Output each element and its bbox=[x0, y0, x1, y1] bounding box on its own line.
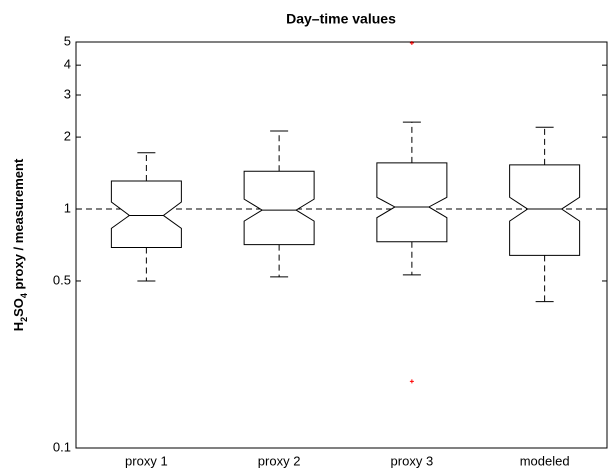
y-label-part: 2 bbox=[19, 317, 29, 322]
notched-box bbox=[376, 162, 448, 243]
y-tick-label: 0.1 bbox=[53, 439, 71, 454]
notched-box bbox=[110, 180, 182, 249]
y-tick-label: 4 bbox=[64, 57, 71, 72]
y-label-part: 4 bbox=[19, 293, 29, 298]
x-tick-label: proxy 3 bbox=[391, 453, 434, 468]
x-tick-label: proxy 1 bbox=[125, 453, 168, 468]
chart-title: Day–time values bbox=[286, 11, 396, 27]
y-tick-label: 3 bbox=[64, 86, 71, 101]
y-tick-label: 0.5 bbox=[53, 272, 71, 287]
x-tick-label: proxy 2 bbox=[258, 453, 301, 468]
x-tick-label: modeled bbox=[520, 453, 570, 468]
y-label-part: proxy / measurement bbox=[11, 158, 26, 293]
y-label-part: H bbox=[11, 322, 26, 331]
outlier bbox=[409, 41, 414, 46]
y-label-part: SO bbox=[11, 298, 26, 317]
notched-box bbox=[509, 164, 581, 256]
y-tick-label: 1 bbox=[64, 200, 71, 215]
y-tick-label: 2 bbox=[64, 129, 71, 144]
notched-box bbox=[243, 170, 315, 246]
y-axis-label: H2SO4 proxy / measurement bbox=[11, 158, 29, 331]
y-tick-label: 5 bbox=[64, 33, 71, 48]
plot-frame bbox=[75, 41, 608, 449]
outlier bbox=[409, 379, 414, 384]
